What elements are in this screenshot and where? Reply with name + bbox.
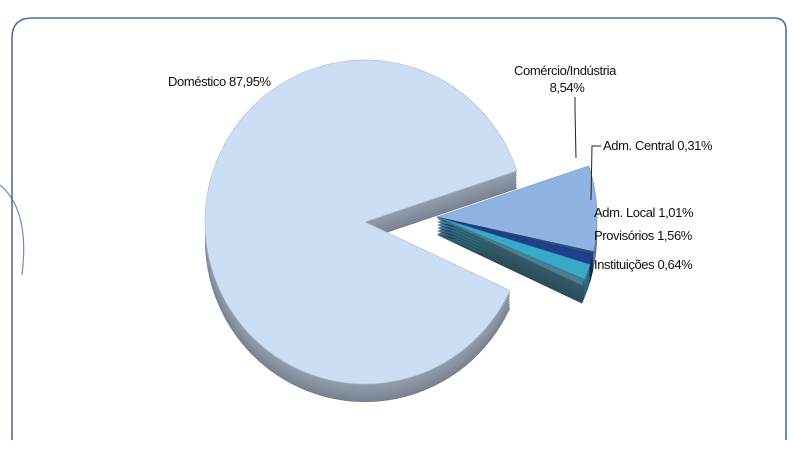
slice-depth-instituicoes bbox=[437, 234, 585, 303]
slice-depth-instituicoes bbox=[437, 222, 585, 291]
slice-instituicoes bbox=[436, 216, 586, 286]
slice-comercio bbox=[435, 165, 598, 252]
slice-label-comercio-line2: 8,54% bbox=[550, 80, 586, 95]
slice-label-provisorios: Provisórios 1,56% bbox=[594, 228, 693, 243]
slice-label-domestico: Doméstico 87,95% bbox=[168, 74, 272, 89]
leader-lines bbox=[574, 97, 601, 201]
pie-group bbox=[204, 59, 598, 403]
slice-label-instituicoes: Instituições 0,64% bbox=[594, 257, 693, 272]
slice-label-adm-local: Adm. Local 1,01% bbox=[594, 205, 694, 220]
decorative-slide-curve bbox=[0, 184, 25, 276]
leader-line-comercio bbox=[574, 97, 577, 159]
slice-domestico bbox=[204, 59, 518, 385]
slice-label-comercio-line1: Comércio/Indústria bbox=[514, 63, 617, 78]
slice-depth-instituicoes bbox=[437, 219, 585, 288]
frame-border bbox=[11, 17, 787, 440]
slice-depth-instituicoes bbox=[437, 225, 585, 294]
slice-depth-instituicoes bbox=[437, 231, 585, 300]
slice-side-instituicoes bbox=[437, 235, 585, 304]
leader-line-adm-central bbox=[590, 145, 601, 201]
slice-label-adm-central: Adm. Central 0,31% bbox=[603, 138, 713, 153]
slice-depth-instituicoes bbox=[437, 228, 585, 297]
